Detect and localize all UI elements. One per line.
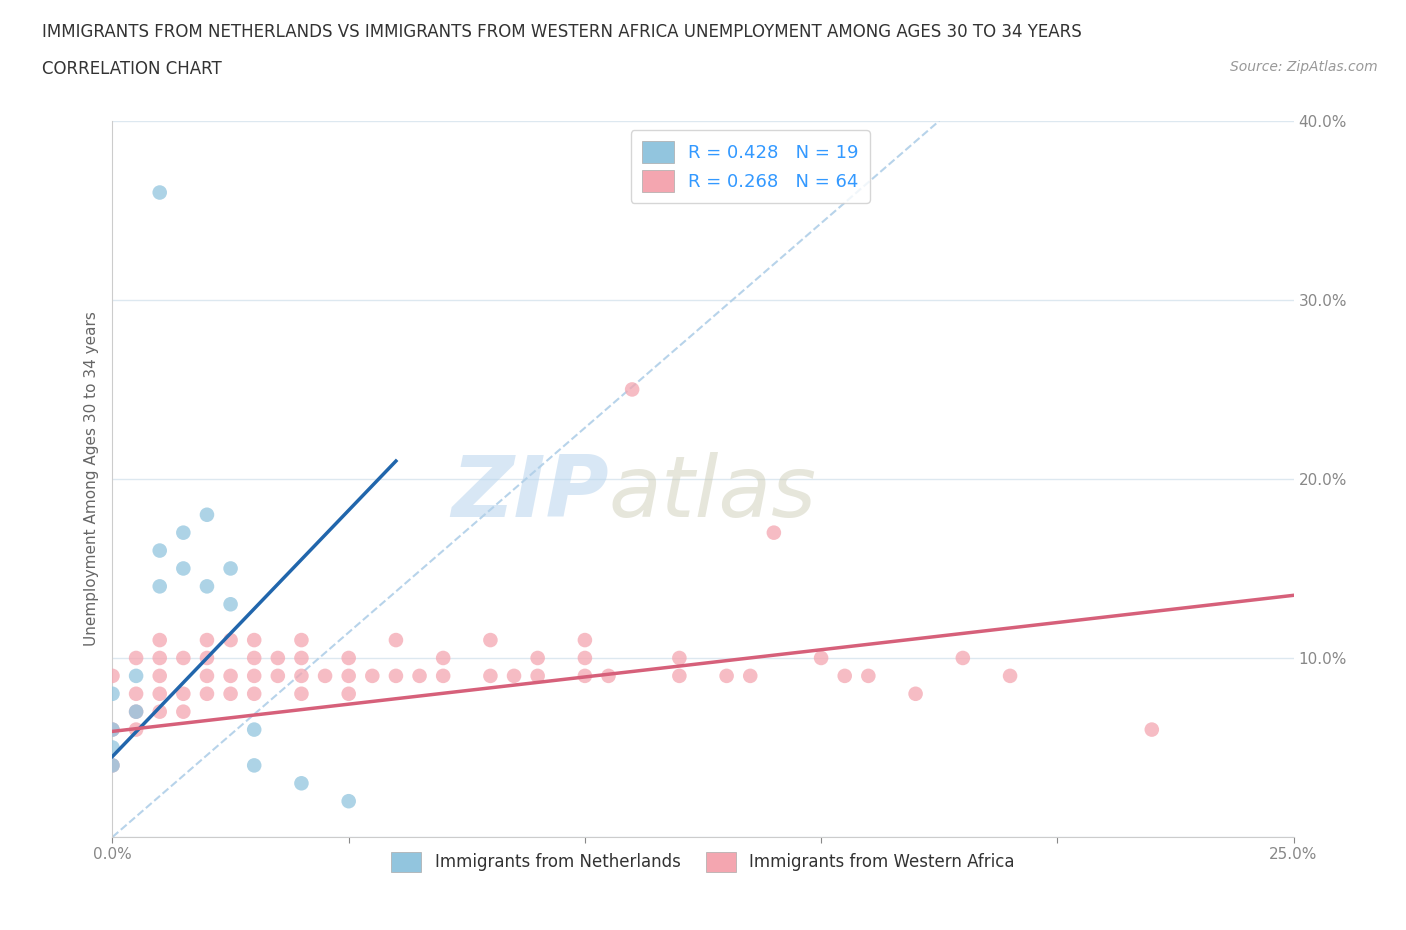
Point [149, 669, 172, 684]
Point [149, 185, 172, 200]
Point [243, 758, 266, 773]
Point [479, 632, 502, 647]
Point [904, 686, 927, 701]
Point [243, 632, 266, 647]
Point [526, 669, 548, 684]
Point [337, 651, 360, 666]
Point [998, 669, 1021, 684]
Point [219, 686, 242, 701]
Point [101, 686, 124, 701]
Point [101, 758, 124, 773]
Point [149, 686, 172, 701]
Text: ZIP: ZIP [451, 452, 609, 535]
Point [762, 525, 785, 540]
Point [101, 722, 124, 737]
Point [810, 651, 832, 666]
Point [101, 740, 124, 755]
Point [290, 686, 312, 701]
Point [668, 669, 690, 684]
Point [337, 794, 360, 809]
Point [598, 669, 620, 684]
Point [172, 561, 194, 576]
Point [408, 669, 430, 684]
Point [432, 651, 454, 666]
Point [219, 632, 242, 647]
Point [125, 651, 148, 666]
Point [290, 669, 312, 684]
Point [716, 669, 738, 684]
Text: IMMIGRANTS FROM NETHERLANDS VS IMMIGRANTS FROM WESTERN AFRICA UNEMPLOYMENT AMONG: IMMIGRANTS FROM NETHERLANDS VS IMMIGRANT… [42, 23, 1083, 41]
Point [219, 597, 242, 612]
Point [219, 669, 242, 684]
Point [195, 508, 218, 523]
Point [290, 632, 312, 647]
Point [574, 669, 596, 684]
Point [668, 651, 690, 666]
Text: Source: ZipAtlas.com: Source: ZipAtlas.com [1230, 60, 1378, 74]
Legend: Immigrants from Netherlands, Immigrants from Western Africa: Immigrants from Netherlands, Immigrants … [385, 845, 1021, 879]
Point [149, 704, 172, 719]
Point [195, 632, 218, 647]
Point [125, 722, 148, 737]
Point [290, 776, 312, 790]
Point [385, 632, 408, 647]
Point [526, 651, 548, 666]
Point [219, 561, 242, 576]
Point [195, 669, 218, 684]
Point [503, 669, 526, 684]
Point [195, 578, 218, 594]
Point [101, 722, 124, 737]
Point [314, 669, 336, 684]
Point [149, 632, 172, 647]
Point [337, 669, 360, 684]
Point [385, 669, 408, 684]
Point [125, 704, 148, 719]
Point [172, 651, 194, 666]
Point [858, 669, 880, 684]
Point [195, 686, 218, 701]
Point [149, 651, 172, 666]
Point [149, 578, 172, 594]
Y-axis label: Unemployment Among Ages 30 to 34 years: Unemployment Among Ages 30 to 34 years [83, 312, 98, 646]
Point [172, 525, 194, 540]
Point [574, 632, 596, 647]
Point [952, 651, 974, 666]
Point [574, 651, 596, 666]
Point [267, 651, 290, 666]
Point [101, 669, 124, 684]
Point [243, 669, 266, 684]
Point [195, 651, 218, 666]
Point [172, 686, 194, 701]
Point [149, 543, 172, 558]
Text: CORRELATION CHART: CORRELATION CHART [42, 60, 222, 78]
Point [125, 704, 148, 719]
Point [243, 686, 266, 701]
Point [243, 722, 266, 737]
Point [172, 704, 194, 719]
Point [337, 686, 360, 701]
Point [1140, 722, 1163, 737]
Point [479, 669, 502, 684]
Point [834, 669, 856, 684]
Point [621, 382, 644, 397]
Point [267, 669, 290, 684]
Point [101, 758, 124, 773]
Point [361, 669, 384, 684]
Text: atlas: atlas [609, 452, 817, 535]
Point [125, 669, 148, 684]
Point [740, 669, 762, 684]
Point [243, 651, 266, 666]
Point [432, 669, 454, 684]
Point [290, 651, 312, 666]
Point [125, 686, 148, 701]
